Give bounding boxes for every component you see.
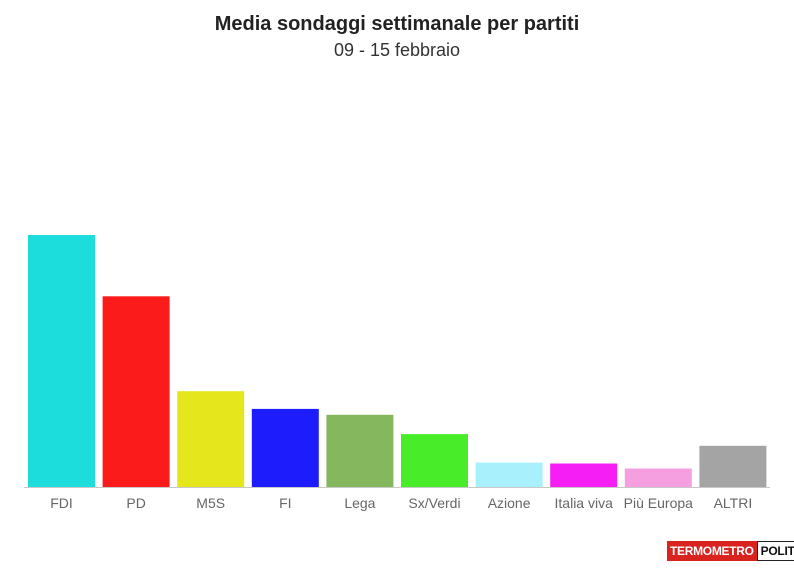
bar-azione xyxy=(475,462,543,487)
x-tick-label: Più Europa xyxy=(624,495,693,511)
x-tick-label: PD xyxy=(126,495,145,511)
logo-part-1: TERMOMETRO xyxy=(667,541,757,561)
bar-fdi xyxy=(28,235,95,487)
bar-pi-europa xyxy=(624,468,692,487)
x-tick-label: M5S xyxy=(196,495,225,511)
bar-lega xyxy=(326,414,394,487)
x-tick-label: Sx/Verdi xyxy=(408,495,460,511)
bar-pd xyxy=(102,296,170,487)
bar-fi xyxy=(251,408,319,487)
bar-sx-verdi xyxy=(401,434,468,487)
logo-part-2: POLITICO xyxy=(756,541,794,561)
bar-altri xyxy=(699,445,767,487)
bar-italia-viva xyxy=(550,463,618,487)
termometro-politico-logo: TERMOMETRO POLITICO xyxy=(667,541,794,561)
x-tick-label: Lega xyxy=(344,495,375,511)
x-tick-label: ALTRI xyxy=(714,495,753,511)
x-tick-label: FI xyxy=(279,495,291,511)
x-tick-label: Azione xyxy=(488,495,531,511)
x-tick-label: FDI xyxy=(50,495,73,511)
bar-m5s xyxy=(177,391,245,487)
chart-title: Media sondaggi settimanale per partiti xyxy=(214,13,580,35)
x-tick-label: Italia viva xyxy=(555,495,614,511)
chart-subtitle: 09 - 15 febbraio xyxy=(333,40,461,60)
